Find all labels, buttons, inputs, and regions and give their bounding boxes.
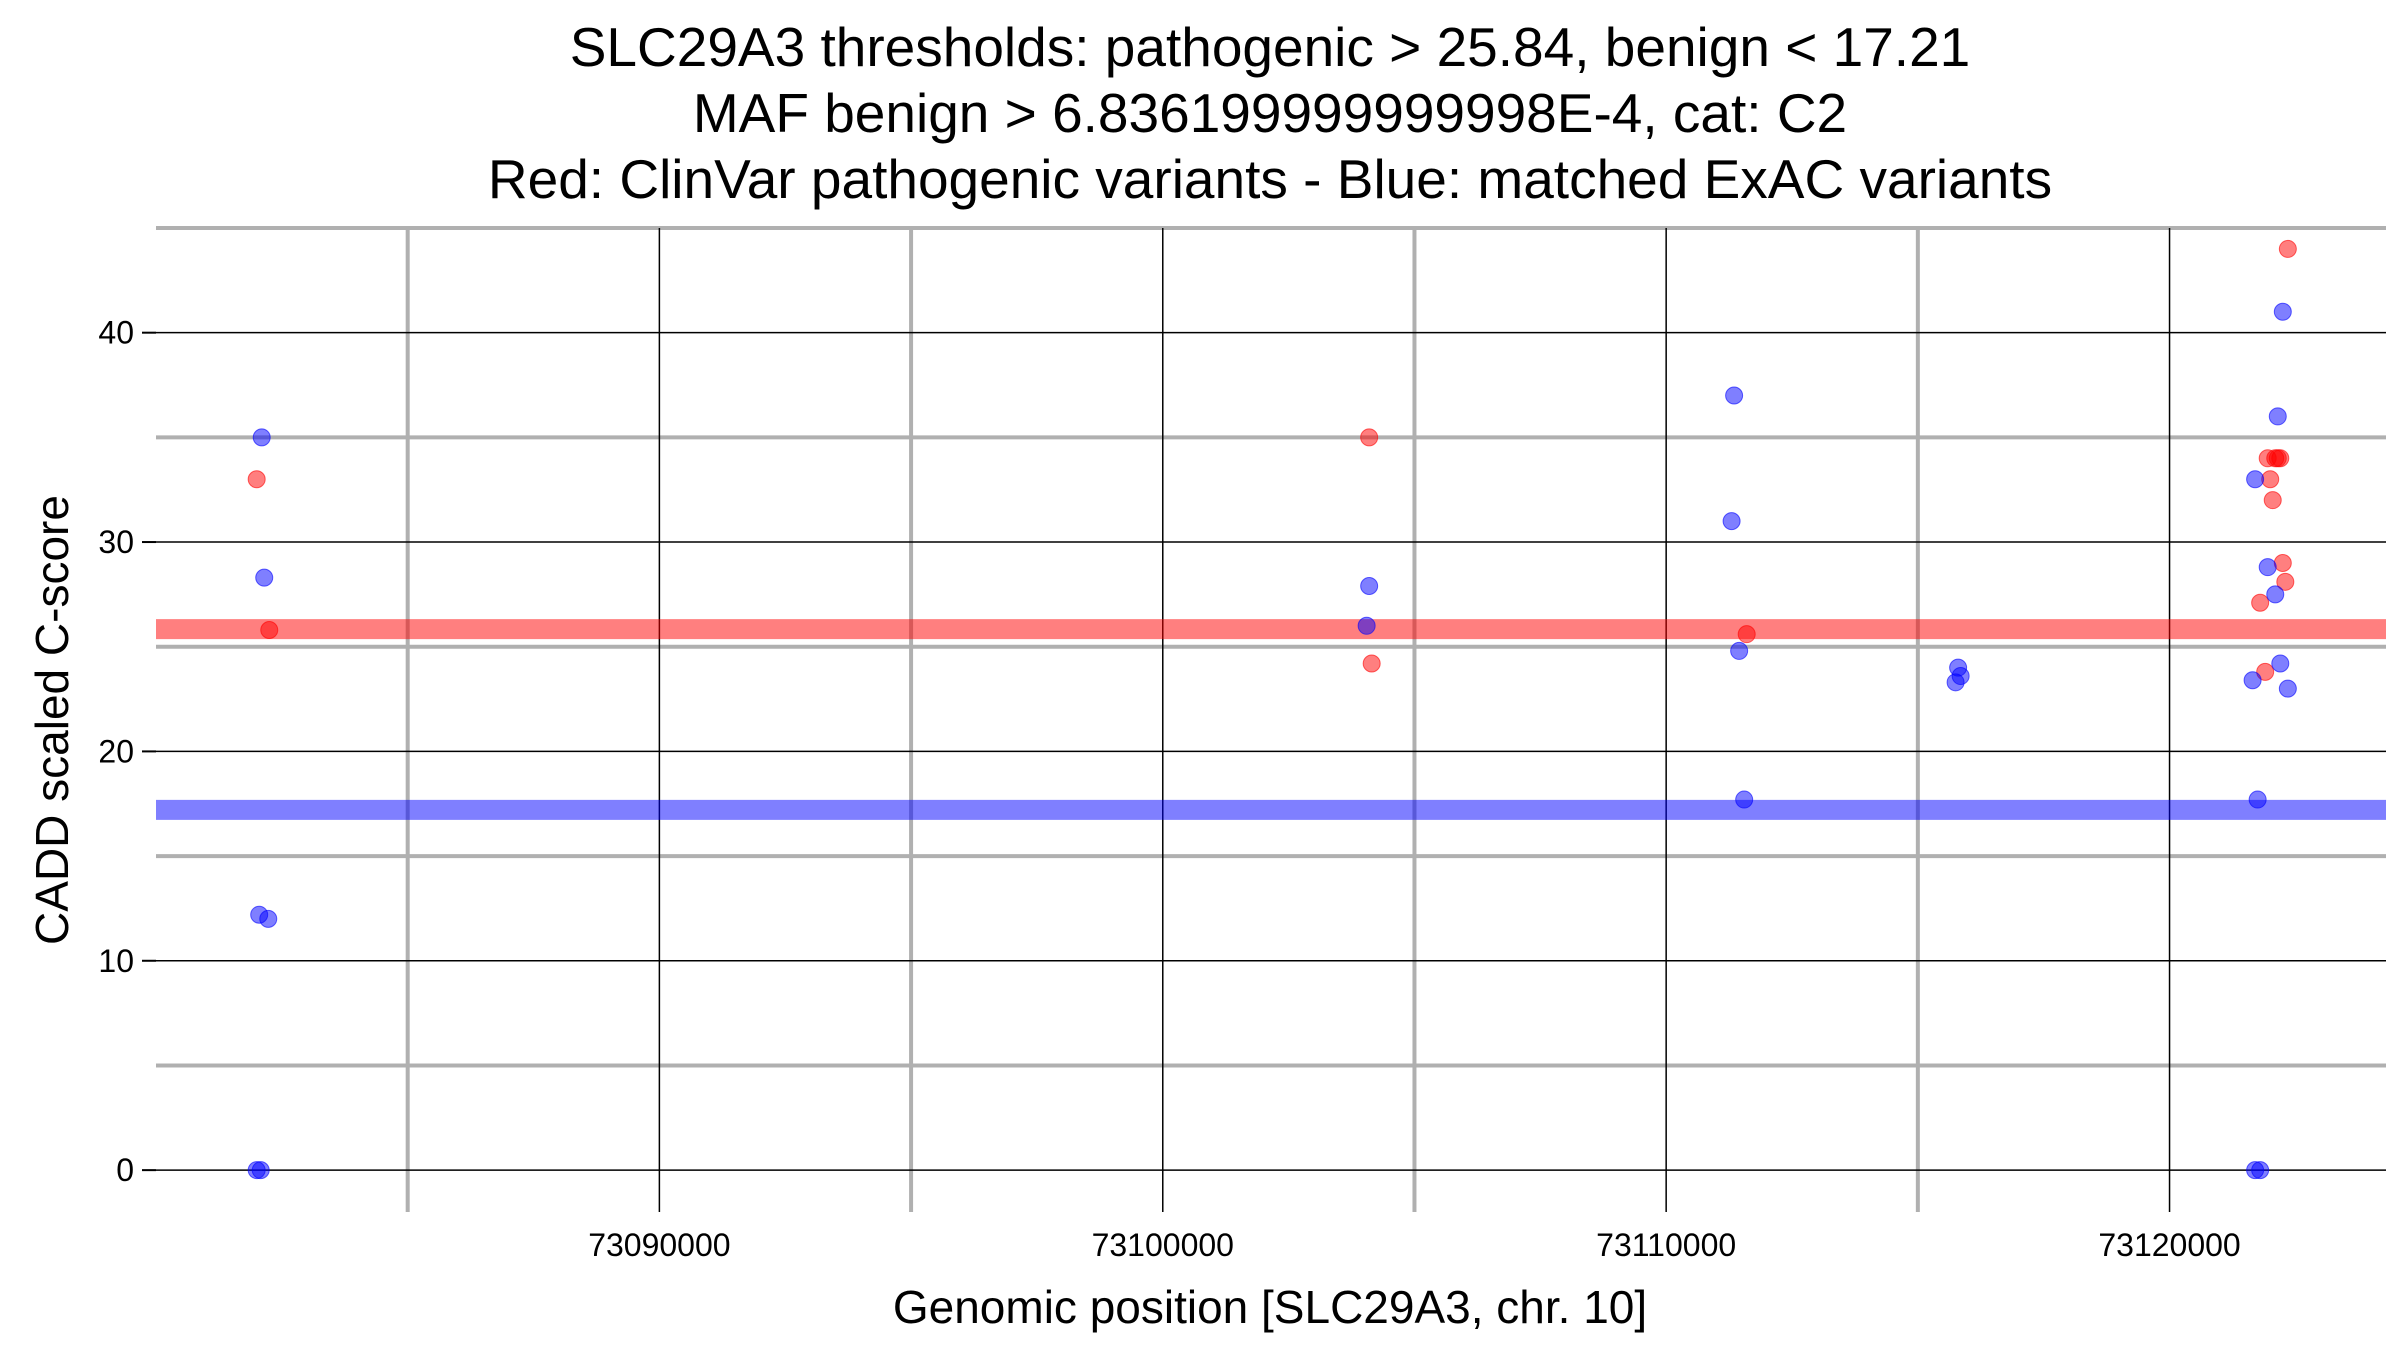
clinvar-point (1362, 654, 1381, 673)
exac-point (1735, 790, 1754, 809)
clinvar-point (2261, 470, 2280, 489)
y-tick-label: 0 (116, 1152, 134, 1188)
exac-point (2273, 302, 2292, 321)
x-axis-ticks: 73090000 73100000 73110000 73120000 (588, 1227, 2241, 1263)
y-tick-label: 10 (98, 943, 134, 979)
clinvar-point (1737, 625, 1756, 644)
exac-point (255, 568, 274, 587)
exac-point (2278, 679, 2297, 698)
title-line-1: SLC29A3 thresholds: pathogenic > 25.84, … (570, 16, 1971, 78)
x-tick-label: 73100000 (1092, 1227, 1234, 1263)
exac-point (259, 909, 278, 928)
exac-point (2248, 790, 2267, 809)
exac-point (2258, 558, 2277, 577)
clinvar-point (2278, 239, 2297, 258)
clinvar-point (2256, 662, 2275, 681)
exac-point (1725, 386, 1744, 405)
clinvar-point (1360, 428, 1379, 447)
title-line-3: Red: ClinVar pathogenic variants - Blue:… (488, 148, 2052, 210)
y-axis-ticks: 0 10 20 30 40 (98, 315, 156, 1188)
exac-point (1730, 641, 1749, 660)
exac-point (1357, 616, 1376, 635)
clinvar-point (2263, 491, 2282, 510)
title-line-2: MAF benign > 6.836199999999998E-4, cat: … (693, 82, 1847, 144)
exac-point (1360, 577, 1379, 596)
x-tick-label: 73110000 (1596, 1227, 1736, 1263)
exac-point (2243, 671, 2262, 690)
clinvar-point (2273, 553, 2292, 572)
y-tick-label: 20 (98, 733, 134, 769)
minor-gridlines (156, 226, 2386, 1212)
x-tick-label: 73090000 (588, 1227, 730, 1263)
threshold-lines (156, 619, 2386, 820)
x-tick-label: 73120000 (2098, 1227, 2240, 1263)
exac-point (2246, 470, 2265, 489)
exac-point (2268, 407, 2287, 426)
clinvar-point (2276, 572, 2295, 591)
y-tick-label: 30 (98, 524, 134, 560)
exac-point (2271, 654, 2290, 673)
major-gridlines (156, 228, 2386, 1212)
clinvar-point (2251, 593, 2270, 612)
exac-point (1946, 673, 1965, 692)
exac-point (1722, 512, 1741, 531)
x-axis-label: Genomic position [SLC29A3, chr. 10] (893, 1281, 1647, 1333)
exac-point (252, 428, 271, 447)
clinvar-point (247, 470, 266, 489)
exac-point (251, 1161, 270, 1180)
clinvar-point (260, 620, 279, 639)
y-axis-label: CADD scaled C-score (26, 495, 78, 945)
y-tick-label: 40 (98, 315, 134, 351)
data-points (247, 239, 2297, 1180)
clinvar-point (2271, 449, 2290, 468)
chart-title: SLC29A3 thresholds: pathogenic > 25.84, … (488, 16, 2052, 210)
exac-point (2251, 1161, 2270, 1180)
exac-point (2266, 585, 2285, 604)
